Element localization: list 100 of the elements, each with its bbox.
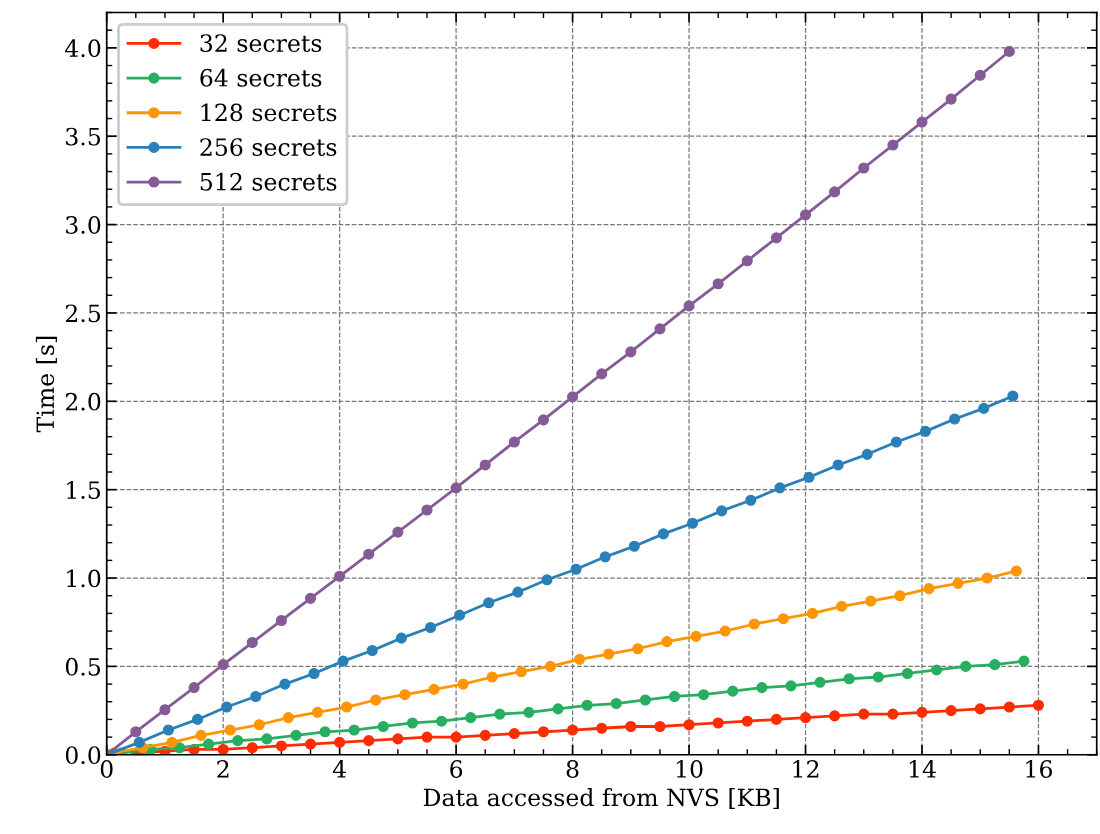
- point: [923, 583, 935, 595]
- point: [596, 368, 608, 380]
- point: [552, 703, 564, 715]
- point: [162, 724, 174, 736]
- point: [541, 574, 553, 586]
- point: [450, 731, 462, 743]
- point: [981, 572, 993, 584]
- point: [610, 697, 622, 710]
- point: [304, 738, 317, 750]
- point: [632, 643, 644, 655]
- point: [596, 722, 608, 734]
- point: [628, 540, 640, 552]
- point: [803, 471, 815, 483]
- point: [1032, 699, 1045, 711]
- x-tick-label: 4: [332, 760, 346, 778]
- point: [508, 436, 520, 448]
- point: [774, 482, 786, 494]
- point: [370, 694, 382, 706]
- point: [716, 505, 728, 517]
- point: [890, 436, 902, 448]
- point: [712, 717, 724, 729]
- point: [421, 504, 433, 516]
- point: [625, 720, 637, 733]
- point: [130, 726, 142, 738]
- x-axis-title: Data accessed from NVS [KB]: [423, 788, 779, 810]
- point: [567, 724, 579, 736]
- legend-label: 128 secrets: [201, 103, 337, 122]
- point: [741, 255, 753, 267]
- point: [654, 323, 666, 335]
- point: [424, 621, 437, 634]
- point: [246, 742, 258, 754]
- point: [894, 590, 906, 602]
- point: [829, 186, 841, 198]
- point: [989, 659, 1001, 671]
- point: [799, 209, 812, 221]
- point: [930, 664, 943, 676]
- legend-label: 64 secrets: [200, 68, 322, 87]
- point: [603, 648, 615, 660]
- point: [916, 116, 928, 128]
- point: [308, 667, 320, 680]
- point: [421, 731, 433, 743]
- point: [250, 690, 262, 703]
- point: [341, 701, 353, 713]
- point: [952, 577, 964, 589]
- x-tick-label: 8: [566, 760, 579, 778]
- point: [1003, 45, 1015, 57]
- point: [1003, 701, 1015, 713]
- point: [712, 278, 724, 290]
- y-tick-label: 3.0: [66, 216, 101, 234]
- point: [159, 704, 171, 716]
- point: [901, 667, 913, 680]
- point: [785, 680, 797, 692]
- point: [574, 653, 586, 665]
- point: [639, 694, 651, 706]
- point: [483, 597, 495, 609]
- point: [195, 729, 207, 741]
- point: [221, 701, 233, 713]
- point: [978, 402, 990, 414]
- point: [698, 689, 710, 701]
- point: [836, 600, 848, 612]
- point: [395, 632, 407, 644]
- point: [512, 586, 524, 598]
- point: [887, 708, 899, 720]
- point: [465, 712, 477, 724]
- point: [494, 708, 506, 720]
- y-tick-label: 0.0: [65, 746, 101, 765]
- point: [770, 232, 782, 244]
- point: [567, 391, 579, 403]
- point: [843, 673, 855, 685]
- point: [334, 736, 346, 748]
- point: [392, 526, 404, 538]
- y-tick-label: 3.5: [66, 127, 101, 146]
- point: [625, 346, 637, 358]
- point: [686, 517, 699, 529]
- x-tick-label: 16: [1026, 760, 1052, 778]
- point: [806, 607, 819, 619]
- point: [334, 570, 346, 582]
- point: [960, 660, 972, 672]
- point: [232, 735, 244, 747]
- x-tick-label: 6: [450, 760, 463, 778]
- point: [974, 69, 986, 81]
- point: [727, 685, 739, 697]
- point: [814, 676, 826, 688]
- x-tick-label: 2: [217, 760, 229, 778]
- point: [337, 655, 349, 667]
- point: [173, 742, 186, 754]
- point: [683, 300, 695, 312]
- legend-label: 256 secrets: [200, 138, 337, 157]
- y-axis-title: Time [s]: [35, 336, 57, 433]
- point: [872, 671, 884, 683]
- point: [777, 613, 789, 625]
- point: [450, 482, 462, 494]
- point: [515, 666, 527, 678]
- x-tick-label: 12: [793, 760, 819, 778]
- point: [919, 425, 932, 437]
- point: [537, 414, 550, 426]
- point: [748, 618, 760, 630]
- x-tick-label: 14: [909, 760, 936, 778]
- point: [454, 609, 466, 621]
- point: [319, 726, 331, 738]
